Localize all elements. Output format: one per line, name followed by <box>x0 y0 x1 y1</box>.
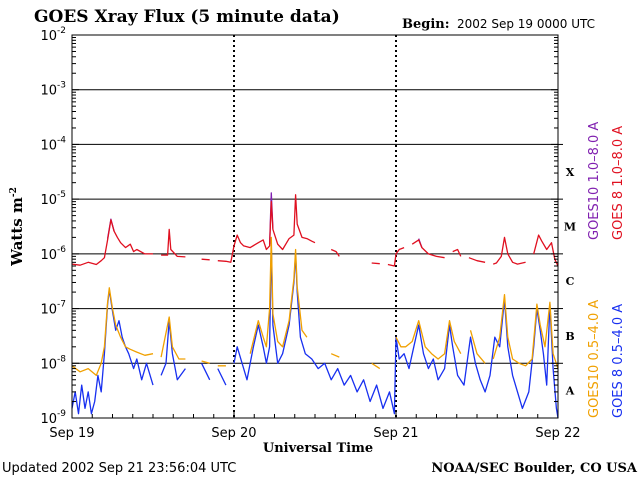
x-tick-label: Sep 20 <box>211 426 256 441</box>
y-tick-label: 10-2 <box>40 26 66 44</box>
y-tick-exponent: -9 <box>57 409 66 419</box>
y-tick-label: 10-4 <box>40 135 66 153</box>
series-line-goes8-long <box>71 194 559 267</box>
plot-frame <box>71 34 559 419</box>
flare-class-label: A <box>565 385 575 398</box>
y-tick-exponent: -4 <box>57 135 66 145</box>
flare-class-labels: X M C B A <box>558 143 576 398</box>
grid-lines <box>72 35 558 418</box>
flare-class-label: B <box>565 330 574 343</box>
y-tick-base: 10 <box>40 138 57 153</box>
x-axis-label: Universal Time <box>263 441 373 456</box>
updated-timestamp: Updated 2002 Sep 21 23:56:04 UTC <box>2 461 236 476</box>
y-tick-exponent: -2 <box>57 26 66 36</box>
x-tick-label: Sep 21 <box>373 426 418 441</box>
y-tick-label: 10-3 <box>40 81 66 99</box>
y-tick-label: 10-7 <box>40 300 66 318</box>
y-tick-base: 10 <box>40 412 57 427</box>
y-tick-exponent: -3 <box>57 81 66 91</box>
flare-class-label: M <box>564 221 576 234</box>
y-axis-label: Watts m-2 <box>8 187 26 267</box>
y-tick-base: 10 <box>40 248 57 263</box>
y-axis-label-text: Watts m <box>8 197 26 267</box>
series-line-goes8-short <box>71 243 559 419</box>
series-line-goes10-long <box>106 192 423 248</box>
y-tick-label: 10-6 <box>40 245 66 263</box>
begin-label: Begin: <box>402 17 450 32</box>
y-axis-ticks: 10-210-310-410-510-610-710-810-9 <box>40 26 558 427</box>
legend-goes10-long: GOES10 1.0–8.0 A <box>587 122 602 240</box>
series-line-goes10-short <box>71 236 559 377</box>
legend-goes10-short: GOES10 0.5–4.0 A <box>587 300 602 418</box>
data-series <box>71 192 559 419</box>
y-tick-exponent: -6 <box>57 245 66 255</box>
y-tick-label: 10-9 <box>40 409 66 427</box>
x-tick-label: Sep 22 <box>535 426 580 441</box>
chart-title: GOES Xray Flux (5 minute data) <box>34 7 340 27</box>
x-tick-label: Sep 19 <box>49 426 94 441</box>
y-tick-base: 10 <box>40 29 57 44</box>
y-tick-exponent: -5 <box>57 190 66 200</box>
y-tick-base: 10 <box>40 357 57 372</box>
y-tick-label: 10-8 <box>40 354 66 372</box>
y-tick-base: 10 <box>40 303 57 318</box>
credit-text: NOAA/SEC Boulder, CO USA <box>431 461 638 476</box>
flare-class-label: X <box>566 166 575 179</box>
begin-value: 2002 Sep 19 0000 UTC <box>457 17 595 31</box>
y-tick-base: 10 <box>40 193 57 208</box>
y-tick-label: 10-5 <box>40 190 66 208</box>
legend-goes8-short: GOES 8 0.5–4.0 A <box>611 304 626 418</box>
y-tick-exponent: -8 <box>57 354 66 364</box>
flare-class-label: C <box>566 275 575 288</box>
y-tick-exponent: -7 <box>57 300 66 310</box>
y-axis-label-superscript: -2 <box>9 187 19 197</box>
legend-goes8-long: GOES 8 1.0–8.0 A <box>611 126 626 240</box>
x-axis-ticks: Sep 19 Sep 20 Sep 21 Sep 22 <box>49 410 581 441</box>
y-tick-base: 10 <box>40 84 57 99</box>
